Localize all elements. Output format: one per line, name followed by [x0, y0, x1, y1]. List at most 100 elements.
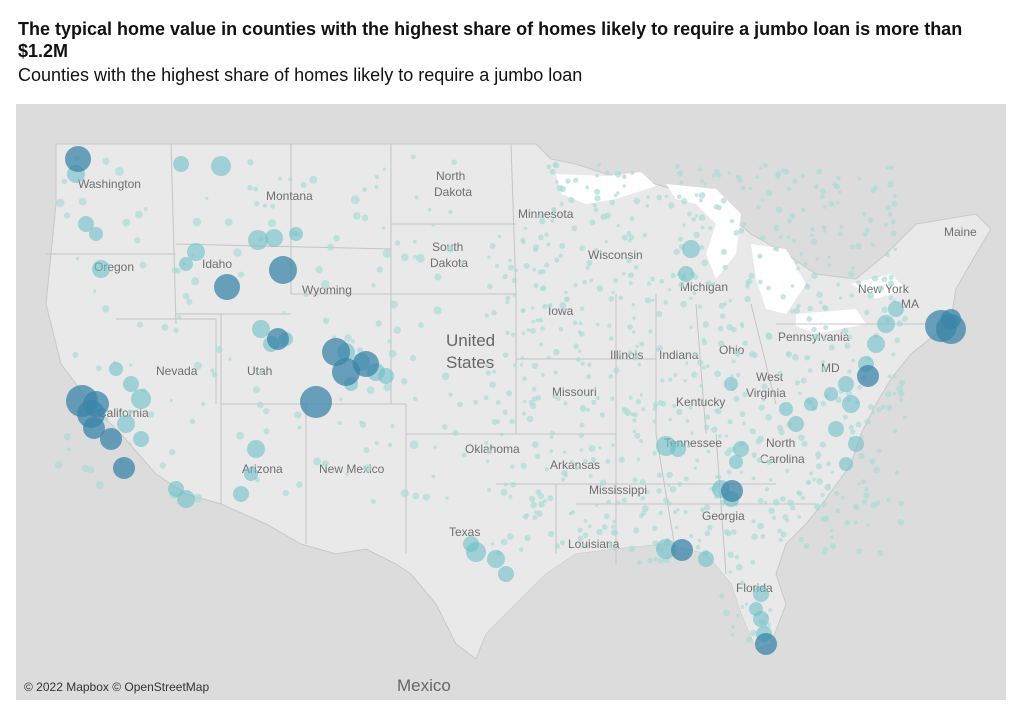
county-dot[interactable] [624, 409, 632, 417]
county-bubble[interactable] [867, 335, 885, 353]
county-dot[interactable] [578, 321, 583, 326]
county-dot[interactable] [553, 370, 558, 375]
county-dot[interactable] [796, 266, 800, 271]
county-dot[interactable] [870, 242, 875, 247]
county-dot[interactable] [605, 170, 610, 175]
county-dot[interactable] [791, 239, 796, 243]
county-dot[interactable] [253, 186, 259, 192]
county-dot[interactable] [892, 193, 897, 199]
county-dot[interactable] [656, 347, 661, 352]
county-dot[interactable] [412, 492, 420, 500]
county-dot[interactable] [810, 227, 815, 232]
county-dot[interactable] [503, 482, 508, 487]
county-bubble[interactable] [824, 387, 838, 401]
county-dot[interactable] [600, 213, 607, 221]
county-dot[interactable] [718, 340, 725, 347]
county-dot[interactable] [414, 195, 419, 200]
county-dot[interactable] [901, 315, 909, 322]
county-dot[interactable] [689, 534, 694, 539]
county-dot[interactable] [434, 273, 442, 281]
county-dot[interactable] [461, 452, 467, 458]
county-dot[interactable] [668, 202, 675, 209]
county-dot[interactable] [689, 296, 693, 300]
county-dot[interactable] [867, 291, 874, 299]
county-dot[interactable] [842, 414, 848, 420]
county-dot[interactable] [864, 486, 870, 492]
county-dot[interactable] [489, 381, 496, 388]
county-dot[interactable] [615, 191, 620, 195]
county-dot[interactable] [656, 310, 663, 318]
county-dot[interactable] [642, 233, 648, 238]
county-dot[interactable] [875, 500, 881, 506]
county-dot[interactable] [777, 424, 784, 431]
county-dot[interactable] [523, 262, 530, 269]
county-bubble[interactable] [89, 227, 103, 241]
county-dot[interactable] [621, 497, 627, 504]
county-bubble[interactable] [804, 397, 818, 411]
county-dot[interactable] [596, 528, 603, 536]
county-dot[interactable] [658, 510, 664, 516]
county-dot[interactable] [632, 412, 638, 418]
county-bubble[interactable] [117, 415, 135, 433]
county-dot[interactable] [591, 459, 596, 464]
county-dot[interactable] [634, 432, 641, 439]
county-dot[interactable] [740, 185, 746, 191]
county-dot[interactable] [819, 194, 825, 200]
county-dot[interactable] [836, 201, 840, 205]
county-dot[interactable] [848, 271, 855, 278]
county-dot[interactable] [183, 293, 190, 300]
county-dot[interactable] [628, 545, 636, 553]
county-dot[interactable] [533, 283, 539, 289]
county-dot[interactable] [521, 411, 527, 416]
county-dot[interactable] [838, 296, 843, 300]
county-bubble[interactable] [244, 467, 258, 481]
county-dot[interactable] [409, 354, 417, 362]
county-dot[interactable] [393, 326, 402, 334]
county-dot[interactable] [686, 211, 692, 217]
county-dot[interactable] [558, 253, 563, 258]
county-dot[interactable] [865, 227, 870, 233]
county-dot[interactable] [667, 501, 672, 506]
county-dot[interactable] [72, 351, 79, 358]
county-dot[interactable] [595, 322, 600, 327]
county-dot[interactable] [819, 300, 823, 305]
county-bubble-large[interactable] [113, 457, 135, 479]
county-dot[interactable] [610, 396, 615, 401]
county-dot[interactable] [751, 533, 758, 540]
county-dot[interactable] [663, 300, 669, 305]
county-dot[interactable] [531, 441, 539, 448]
county-dot[interactable] [861, 479, 867, 485]
county-dot[interactable] [618, 456, 625, 463]
county-bubble-large[interactable] [755, 633, 777, 655]
county-dot[interactable] [87, 466, 95, 474]
county-dot[interactable] [556, 396, 561, 401]
county-dot[interactable] [786, 351, 791, 356]
county-dot[interactable] [489, 243, 496, 250]
county-dot[interactable] [756, 204, 762, 210]
county-dot[interactable] [532, 244, 540, 251]
county-dot[interactable] [676, 170, 684, 177]
county-dot[interactable] [370, 498, 376, 504]
county-dot[interactable] [508, 494, 513, 499]
county-dot[interactable] [670, 273, 676, 279]
county-dot[interactable] [702, 321, 709, 328]
county-dot[interactable] [857, 482, 861, 486]
county-dot[interactable] [641, 407, 646, 412]
county-dot[interactable] [593, 207, 599, 213]
county-dot[interactable] [723, 302, 728, 306]
county-dot[interactable] [161, 323, 169, 331]
county-bubble-large[interactable] [300, 386, 332, 418]
county-dot[interactable] [683, 509, 688, 515]
county-dot[interactable] [742, 340, 748, 346]
county-dot[interactable] [103, 416, 109, 422]
county-dot[interactable] [667, 377, 673, 383]
county-dot[interactable] [823, 205, 827, 209]
county-dot[interactable] [672, 403, 677, 409]
county-dot[interactable] [630, 170, 635, 175]
county-dot[interactable] [854, 505, 860, 511]
county-dot[interactable] [668, 417, 673, 422]
county-dot[interactable] [646, 489, 650, 494]
county-dot[interactable] [129, 363, 133, 367]
county-dot[interactable] [890, 230, 897, 237]
county-dot[interactable] [95, 481, 104, 489]
